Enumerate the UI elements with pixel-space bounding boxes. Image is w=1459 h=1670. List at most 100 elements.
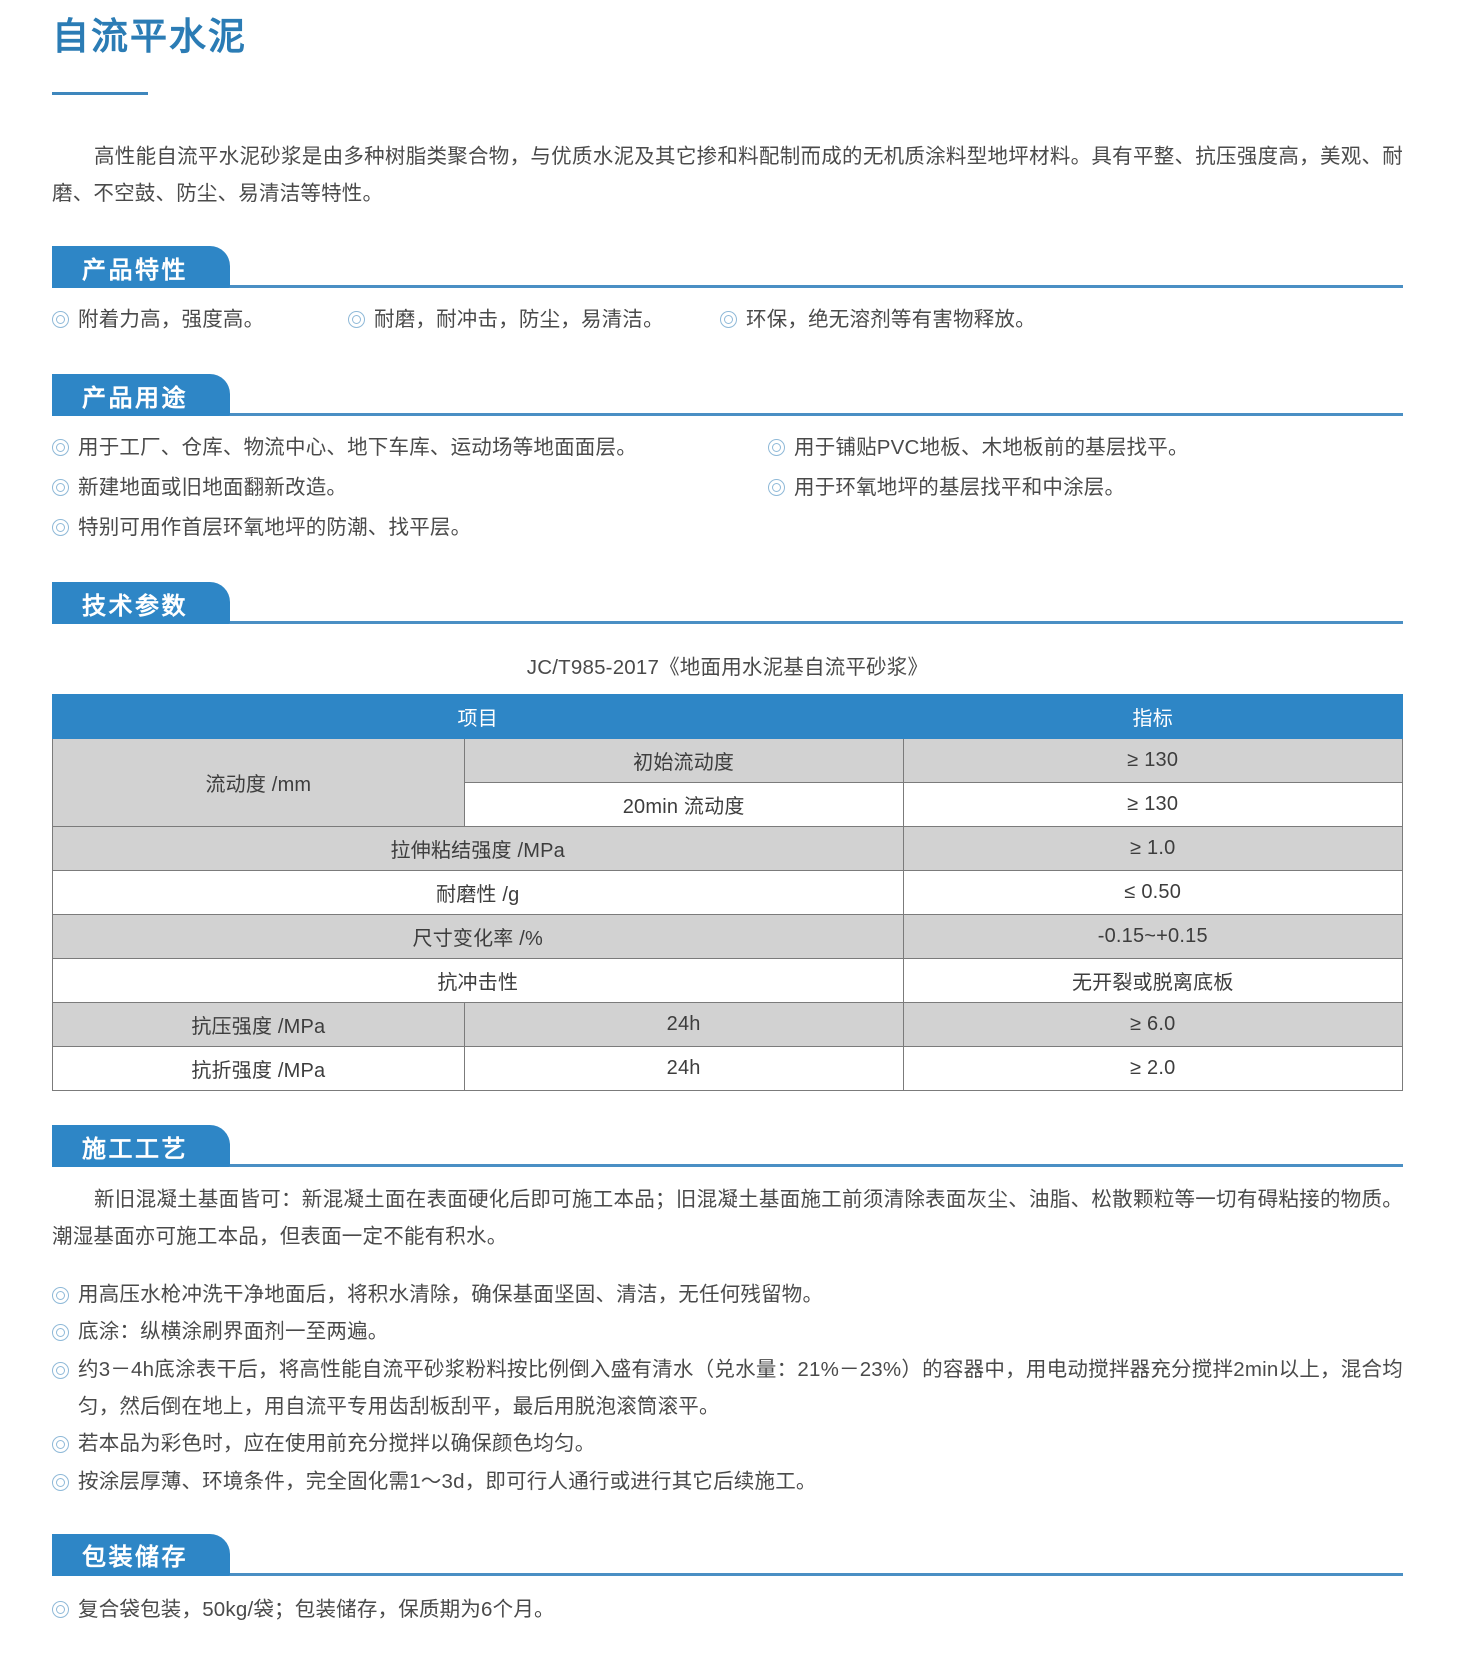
table-cell-value: ≥ 2.0 [902, 1046, 1403, 1092]
double-circle-bullet-icon [768, 479, 785, 497]
double-circle-bullet-icon [52, 1324, 69, 1342]
list-item-label: 复合袋包装，50kg/袋；包装储存，保质期为6个月。 [78, 1597, 555, 1621]
section-rule [52, 285, 1403, 289]
standard-caption: JC/T985-2017《地面用水泥基自流平砂浆》 [526, 656, 929, 680]
list-item: 用于工厂、仓库、物流中心、地下车库、运动场等地面面层。 [52, 428, 768, 468]
list-item-label: 底涂：纵横涂刷界面剂一至两遍。 [78, 1320, 389, 1344]
process-list: 用高压水枪冲洗干净地面后，将积水清除，确保基面坚固、清洁，无任何残留物。 底涂：… [52, 1276, 1403, 1500]
section-title-usage: 产品用途 [52, 374, 230, 417]
list-item-label: 约3－4h底涂表干后，将高性能自流平砂浆粉料按比例倒入盛有清水（兑水量：21%－… [78, 1357, 1403, 1419]
tech-parameters-table: 项目 指标 流动度 /mm 初始流动度 ≥ 130 20min 流动度 ≥ 13… [52, 694, 1403, 1092]
table-cell-group: 抗折强度 /MPa [52, 1046, 465, 1092]
table-cell-value: 无开裂或脱离底板 [902, 958, 1403, 1004]
list-item: 环保，绝无溶剂等有害物释放。 [720, 300, 1036, 340]
section-process: 施工工艺 新旧混凝土基面皆可：新混凝土面在表面硬化后即可施工本品；旧混凝土基面施… [52, 1125, 1403, 1500]
double-circle-bullet-icon [52, 519, 69, 537]
table-row: 抗压强度 /MPa 24h ≥ 6.0 [52, 1002, 1403, 1048]
table-cell-group: 抗压强度 /MPa [52, 1002, 465, 1048]
list-item: 耐磨，耐冲击，防尘，易清洁。 [348, 300, 720, 340]
list-item: 用于环氧地坪的基层找平和中涂层。 [768, 468, 1403, 508]
double-circle-bullet-icon [52, 1287, 69, 1305]
double-circle-bullet-icon [52, 1436, 69, 1454]
table-cell-value: ≥ 1.0 [902, 826, 1403, 872]
list-item: 底涂：纵横涂刷界面剂一至两遍。 [52, 1313, 1403, 1350]
section-rule [52, 1164, 1403, 1168]
table-cell-sub: 20min 流动度 [463, 782, 904, 828]
bottom-spacer [52, 1630, 1403, 1670]
section-header-packaging: 包装储存 [52, 1533, 1403, 1576]
list-item: 复合袋包装，50kg/袋；包装储存，保质期为6个月。 [52, 1590, 1403, 1630]
table-header-row: 项目 指标 [52, 694, 1403, 740]
table-cell-group: 抗冲击性 [52, 958, 904, 1004]
table-cell-group: 耐磨性 /g [52, 870, 904, 916]
table-cell-sub: 24h [463, 1046, 904, 1092]
table-cell-value: ≥ 130 [902, 738, 1403, 784]
double-circle-bullet-icon [52, 479, 69, 497]
list-item: 用于铺贴PVC地板、木地板前的基层找平。 [768, 428, 1403, 468]
list-item-label: 附着力高，强度高。 [78, 308, 265, 332]
features-list: 附着力高，强度高。 耐磨，耐冲击，防尘，易清洁。 环保，绝无溶剂等有害物释放。 [52, 300, 1403, 340]
table-cell-value: ≥ 6.0 [902, 1002, 1403, 1048]
list-item-label: 用于环氧地坪的基层找平和中涂层。 [794, 476, 1126, 500]
usage-list-left: 用于工厂、仓库、物流中心、地下车库、运动场等地面面层。 新建地面或旧地面翻新改造… [52, 428, 768, 548]
double-circle-bullet-icon [52, 1473, 69, 1491]
section-rule [52, 1572, 1403, 1576]
section-header-tech: 技术参数 [52, 582, 1403, 625]
section-header-usage: 产品用途 [52, 374, 1403, 417]
table-row: 流动度 /mm 初始流动度 ≥ 130 [52, 738, 1403, 828]
table-row: 20min 流动度 ≥ 130 [53, 782, 1403, 828]
double-circle-bullet-icon [52, 311, 69, 329]
section-tech-parameters: 技术参数 JC/T985-2017《地面用水泥基自流平砂浆》 项目 指标 流动度… [52, 582, 1403, 1092]
table-cell-value: ≥ 130 [902, 782, 1403, 828]
list-item-label: 环保，绝无溶剂等有害物释放。 [746, 308, 1036, 332]
list-item: 用高压水枪冲洗干净地面后，将积水清除，确保基面坚固、清洁，无任何残留物。 [52, 1276, 1403, 1313]
list-item-label: 用于铺贴PVC地板、木地板前的基层找平。 [794, 436, 1189, 460]
list-item: 按涂层厚薄、环境条件，完全固化需1～3d，即可行人通行或进行其它后续施工。 [52, 1463, 1403, 1500]
double-circle-bullet-icon [348, 311, 365, 329]
table-cell-group: 拉伸粘结强度 /MPa [52, 826, 904, 872]
section-title-features: 产品特性 [52, 246, 230, 289]
list-item-label: 按涂层厚薄、环境条件，完全固化需1～3d，即可行人通行或进行其它后续施工。 [78, 1469, 817, 1493]
table-cell-value: ≤ 0.50 [902, 870, 1403, 916]
intro-paragraph: 高性能自流平水泥砂浆是由多种树脂类聚合物，与优质水泥及其它掺和料配制而成的无机质… [52, 145, 1403, 205]
double-circle-bullet-icon [52, 1600, 69, 1618]
list-item: 附着力高，强度高。 [52, 300, 348, 340]
list-item: 特别可用作首层环氧地坪的防潮、找平层。 [52, 508, 768, 548]
table-row: 抗冲击性 无开裂或脱离底板 [52, 958, 1403, 1004]
section-header-process: 施工工艺 [52, 1125, 1403, 1168]
table-header-index: 指标 [902, 694, 1403, 740]
section-packaging: 包装储存 复合袋包装，50kg/袋；包装储存，保质期为6个月。 [52, 1533, 1403, 1630]
table-row: 抗折强度 /MPa 24h ≥ 2.0 [52, 1046, 1403, 1092]
list-item-label: 新建地面或旧地面翻新改造。 [78, 476, 348, 500]
list-item: 约3－4h底涂表干后，将高性能自流平砂浆粉料按比例倒入盛有清水（兑水量：21%－… [52, 1351, 1403, 1426]
table-cell-sub: 初始流动度 [463, 738, 904, 784]
table-row: 拉伸粘结强度 /MPa ≥ 1.0 [52, 826, 1403, 872]
list-item-label: 用于工厂、仓库、物流中心、地下车库、运动场等地面面层。 [78, 436, 637, 460]
double-circle-bullet-icon [52, 439, 69, 457]
table-cell-sub: 24h [463, 1002, 904, 1048]
process-paragraph: 新旧混凝土基面皆可：新混凝土面在表面硬化后即可施工本品；旧混凝土基面施工前须清除… [52, 1188, 1403, 1249]
section-title-tech: 技术参数 [52, 582, 230, 625]
section-rule [52, 621, 1403, 625]
section-features: 产品特性 附着力高，强度高。 耐磨，耐冲击，防尘，易清洁。 环保，绝无溶剂等有害… [52, 246, 1403, 340]
packaging-list: 复合袋包装，50kg/袋；包装储存，保质期为6个月。 [52, 1590, 1403, 1630]
title-underline-rule [52, 92, 148, 96]
section-header-features: 产品特性 [52, 246, 1403, 289]
double-circle-bullet-icon [768, 439, 785, 457]
list-item: 新建地面或旧地面翻新改造。 [52, 468, 768, 508]
list-item-label: 耐磨，耐冲击，防尘，易清洁。 [374, 308, 664, 332]
table-row: 耐磨性 /g ≤ 0.50 [52, 870, 1403, 916]
section-rule [52, 413, 1403, 417]
list-item-label: 用高压水枪冲洗干净地面后，将积水清除，确保基面坚固、清洁，无任何残留物。 [78, 1283, 824, 1307]
list-item-label: 若本品为彩色时，应在使用前充分搅拌以确保颜色均匀。 [78, 1432, 596, 1456]
table-row: 尺寸变化率 /% -0.15~+0.15 [52, 914, 1403, 960]
list-item: 若本品为彩色时，应在使用前充分搅拌以确保颜色均匀。 [52, 1425, 1403, 1462]
table-header-item: 项目 [52, 694, 904, 740]
section-title-process: 施工工艺 [52, 1125, 230, 1168]
list-item-label: 特别可用作首层环氧地坪的防潮、找平层。 [78, 516, 472, 540]
section-title-packaging: 包装储存 [52, 1533, 230, 1576]
table-cell-group: 尺寸变化率 /% [52, 914, 904, 960]
table-cell-value: -0.15~+0.15 [902, 914, 1403, 960]
table-cell-group: 流动度 /mm [52, 738, 465, 828]
